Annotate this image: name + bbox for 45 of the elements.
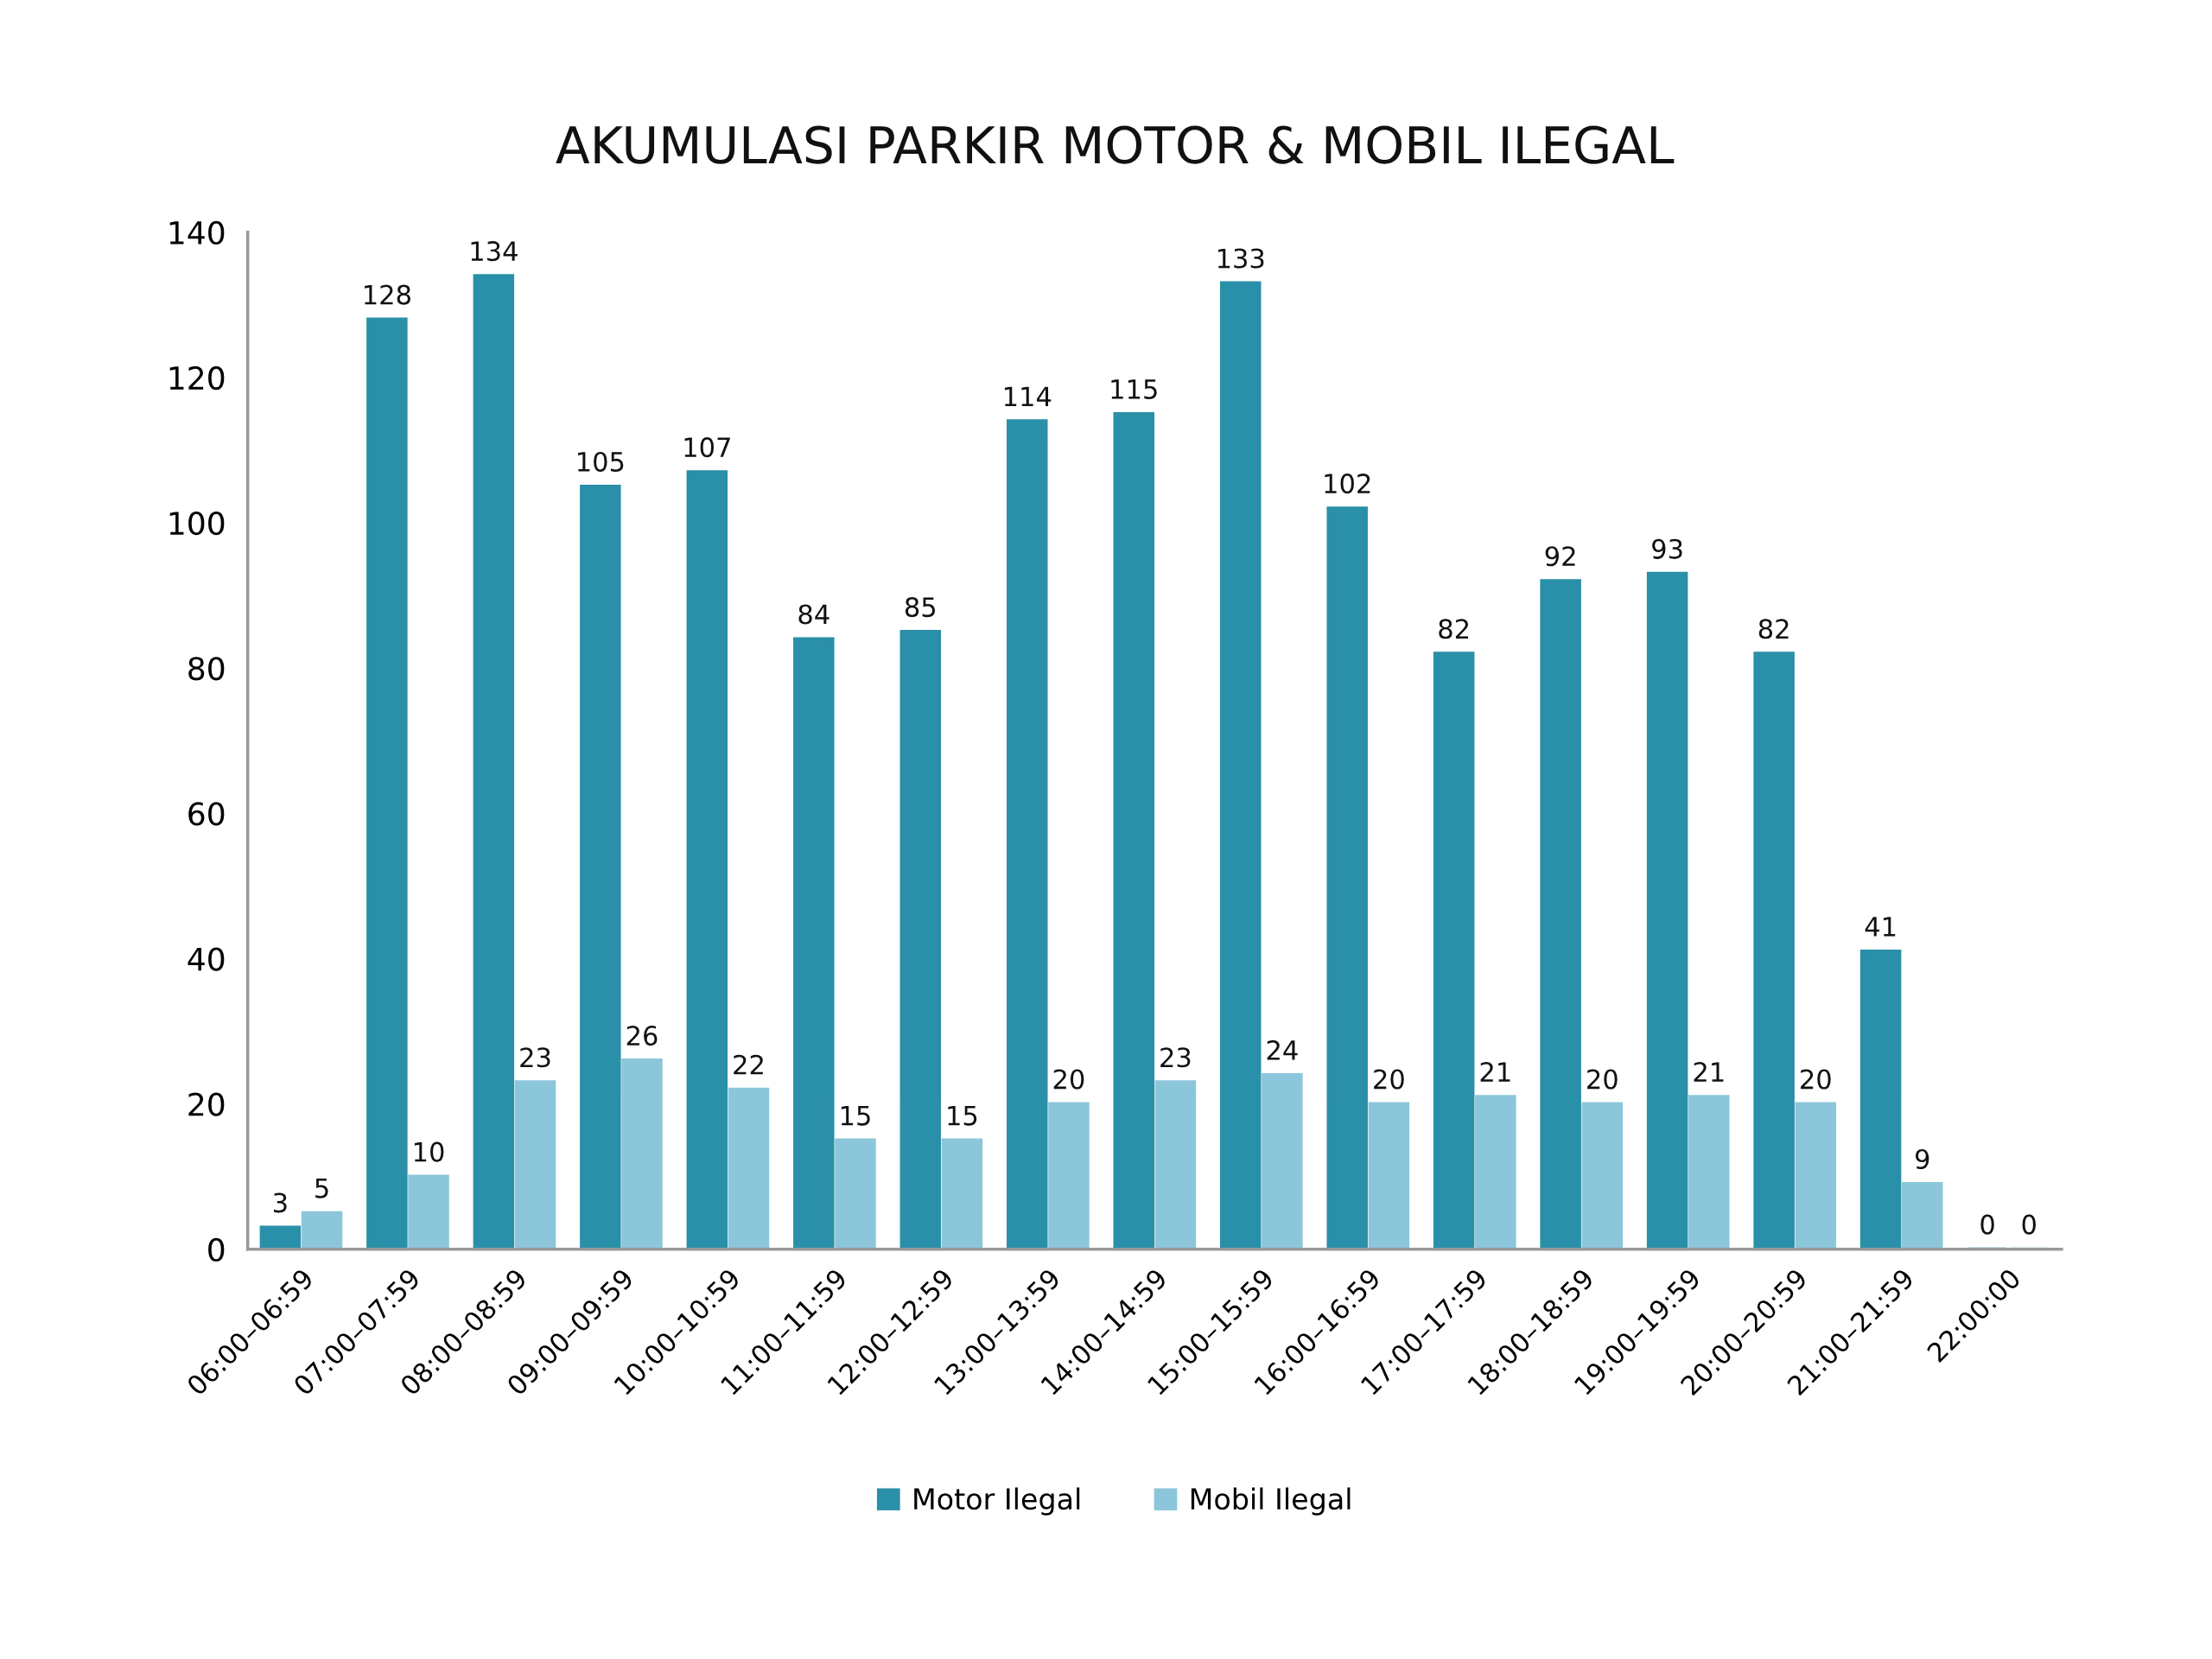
data-label: 128	[365, 284, 410, 305]
data-label: 15	[948, 1105, 977, 1126]
data-label: 114	[1004, 386, 1052, 406]
data-label: 26	[626, 1026, 658, 1046]
data-label: 20	[1374, 1069, 1404, 1090]
y-tick-label: 80	[188, 657, 225, 681]
data-label: 15	[841, 1105, 870, 1126]
data-label: 107	[684, 437, 730, 458]
data-label: 20	[1587, 1069, 1618, 1090]
data-label: 92	[1545, 546, 1575, 567]
y-tick-label: 0	[208, 1237, 225, 1262]
data-label: 21	[1694, 1062, 1724, 1082]
y-tick-label: 20	[188, 1092, 225, 1116]
data-label: 24	[1267, 1039, 1298, 1060]
data-label: 3	[273, 1192, 287, 1213]
y-tick-label: 120	[169, 365, 225, 391]
data-label: 105	[578, 451, 624, 473]
data-label: 85	[905, 597, 936, 618]
data-label: 84	[798, 604, 830, 625]
data-label: 20	[1053, 1069, 1084, 1090]
data-label: 5	[315, 1178, 328, 1198]
data-label: 22	[734, 1054, 763, 1075]
data-label: 82	[1758, 619, 1789, 639]
data-label: 0	[2022, 1214, 2036, 1235]
data-label: 20	[1801, 1069, 1831, 1090]
legend-label: Motor Ilegal	[914, 1487, 1080, 1516]
data-label: 23	[1160, 1047, 1191, 1068]
data-label: 23	[520, 1047, 550, 1068]
data-label: 102	[1325, 474, 1370, 494]
data-label: 10	[414, 1141, 444, 1162]
data-label: 9	[1915, 1148, 1929, 1170]
y-tick-label: 140	[169, 220, 225, 245]
y-tick-label: 60	[188, 802, 225, 826]
data-label: 41	[1865, 917, 1896, 937]
data-label: 134	[471, 241, 518, 262]
y-tick-label: 40	[188, 947, 225, 971]
data-label: 115	[1111, 379, 1157, 399]
data-label: 133	[1217, 248, 1264, 269]
data-label: 82	[1439, 619, 1469, 639]
chart-title: AKUMULASI PARKIR MOTOR & MOBIL ILEGAL	[556, 125, 1675, 164]
data-label: 21	[1480, 1062, 1510, 1082]
y-tick-label: 100	[169, 511, 225, 536]
data-label: 0	[1980, 1214, 1994, 1235]
legend-label: Mobil Ilegal	[1191, 1487, 1351, 1516]
data-label: 93	[1652, 538, 1682, 559]
